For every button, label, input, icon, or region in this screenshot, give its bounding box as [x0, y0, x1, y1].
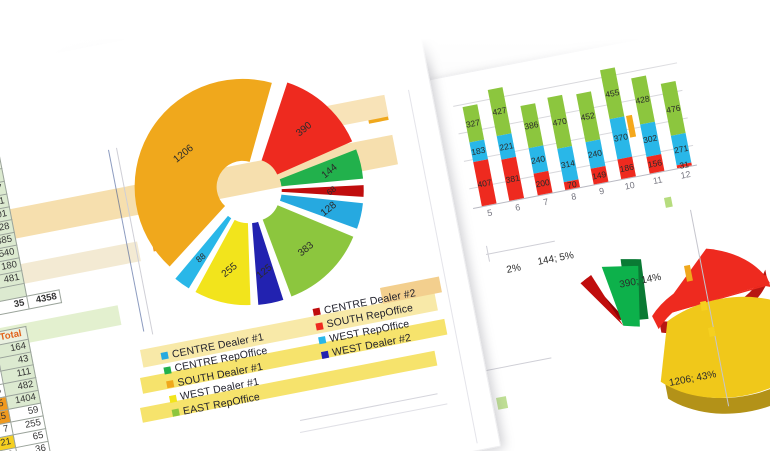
bar-value-label: 381 [504, 172, 521, 186]
legend-swatch-icon [312, 307, 321, 316]
bar-value-label: 386 [523, 119, 540, 132]
bar-segment: 455 [600, 67, 625, 120]
bar-x-label: 9 [598, 185, 606, 197]
bar-value-label: 407 [476, 176, 493, 190]
bar-segment: 156 [645, 154, 664, 174]
bar-segment: 470 [547, 94, 572, 149]
bar-x-label: 8 [570, 191, 578, 202]
bar-column: 427 221 381 [487, 86, 525, 201]
bar-x-label: 11 [652, 174, 664, 187]
pie-slice-label: 1206 [171, 143, 197, 166]
bar-segment: 452 [575, 90, 600, 143]
pie-slice [281, 185, 364, 197]
bar-x-label: 6 [514, 202, 522, 213]
bar-segment: 314 [557, 145, 579, 183]
pie-slice [261, 82, 353, 175]
bar-value-label: 70 [566, 179, 578, 191]
bar-value-label: 302 [642, 132, 659, 146]
bar-segment: 221 [496, 133, 517, 160]
legend-swatch-icon [320, 350, 330, 359]
bar-column: 452 240 149 [575, 90, 609, 185]
bar-value-label: 183 [470, 144, 487, 158]
bar-value-label: 271 [673, 142, 689, 156]
pie-slice [175, 215, 232, 289]
bar-segment: 186 [617, 156, 636, 180]
bar-x-label: 5 [486, 207, 494, 219]
bar-column: 470 314 70 [547, 94, 581, 191]
bar-x-label: 7 [542, 196, 550, 208]
bar-value-label: 200 [534, 176, 551, 190]
bar-segment: 240 [528, 145, 548, 174]
bar-value-label: 221 [498, 140, 515, 153]
bar-x-label: 10 [623, 179, 636, 192]
bar-segment: 31 [676, 159, 692, 171]
bar-value-label: 470 [551, 115, 568, 129]
exploded-pie-chart: 390 144 68 128 383 125 255 88 1206 [110, 47, 401, 330]
bar-value-label: 149 [591, 168, 608, 182]
bar-segment: 476 [660, 81, 686, 136]
bar-value-label: 476 [665, 102, 682, 115]
bar-value-label: 240 [530, 153, 546, 166]
pie-slice-label: 255 [219, 261, 240, 281]
bar-segment: 149 [590, 165, 609, 185]
bar-value-label: 327 [465, 117, 481, 130]
bar-value-label: 156 [647, 157, 663, 171]
bar-column: 428 302 156 [630, 75, 664, 174]
pie-slice-label: 144 [319, 161, 340, 181]
bar-segment: 302 [639, 121, 661, 157]
legend-swatch-icon [318, 336, 327, 345]
bar-value-label: 314 [559, 157, 576, 171]
pie-slice [252, 221, 284, 305]
pie-slice-label: 390 [294, 119, 315, 139]
bar-value-label: 428 [634, 93, 651, 106]
legend-swatch-icon [168, 394, 178, 403]
pie-slice-label: 88 [193, 250, 208, 265]
bar-segment: 381 [501, 156, 525, 201]
bar-value-label: 455 [604, 86, 621, 100]
bar-x-label: 12 [679, 168, 692, 181]
bar-segment: 70 [563, 179, 581, 191]
bar-segment: 407 [472, 159, 497, 207]
pie-slice-label: 383 [296, 240, 317, 260]
bar-column: 386 240 200 [519, 103, 553, 196]
pie-slice [279, 149, 364, 187]
legend-swatch-icon [163, 365, 172, 375]
legend-swatch-icon [171, 408, 180, 417]
pie-slice [262, 205, 354, 297]
pie-slice-label: 128 [319, 199, 340, 219]
bar-value-label: 370 [612, 131, 629, 144]
bar-value-label: 240 [587, 147, 603, 161]
bar-segment: 386 [519, 103, 543, 148]
pie-slice [279, 194, 363, 229]
bar-value-label: 427 [491, 105, 508, 118]
legend-swatch-icon [166, 380, 175, 389]
pie-slice-label: 125 [254, 261, 275, 281]
bar-segment: 200 [533, 171, 553, 196]
legend-swatch-icon [315, 321, 324, 331]
pie-slice-label: 68 [324, 183, 339, 198]
bar-value-label: 186 [618, 161, 635, 174]
bar-segment: 240 [585, 139, 605, 169]
bar-value-label: 452 [579, 110, 596, 124]
pie-slice [195, 219, 251, 306]
bar-segment: 428 [630, 75, 655, 125]
bar-segment: 327 [462, 104, 484, 143]
legend-swatch-icon [160, 351, 169, 360]
bar-segment: 427 [487, 86, 512, 136]
pie-slice [134, 78, 272, 267]
pie-chart-3d: 2% 144; 5% 390; 14% 1206; 43% [490, 210, 770, 451]
